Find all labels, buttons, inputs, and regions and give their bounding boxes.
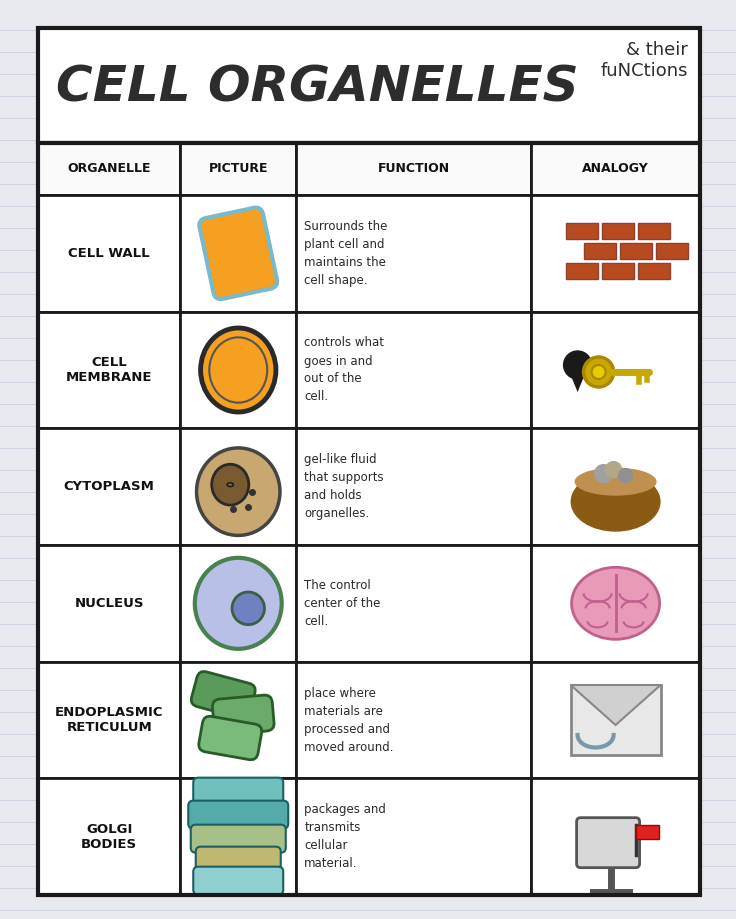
Polygon shape bbox=[570, 685, 661, 725]
FancyBboxPatch shape bbox=[199, 208, 277, 299]
Bar bbox=[296, 662, 531, 778]
Bar bbox=[637, 264, 670, 279]
Bar bbox=[38, 195, 180, 312]
Text: & their
fuNCtions: & their fuNCtions bbox=[601, 40, 688, 80]
Polygon shape bbox=[636, 824, 659, 839]
Bar bbox=[531, 662, 700, 778]
FancyBboxPatch shape bbox=[576, 818, 640, 868]
Bar bbox=[584, 244, 615, 259]
Text: CELL WALL: CELL WALL bbox=[68, 247, 150, 260]
Text: packages and
transmits
cellular
material.: packages and transmits cellular material… bbox=[304, 803, 386, 870]
Bar bbox=[180, 428, 296, 545]
Text: CELL ORGANELLES: CELL ORGANELLES bbox=[56, 63, 578, 112]
Text: place where
materials are
processed and
moved around.: place where materials are processed and … bbox=[304, 686, 394, 754]
Text: PICTURE: PICTURE bbox=[208, 163, 268, 176]
Bar bbox=[656, 244, 687, 259]
Bar bbox=[601, 264, 634, 279]
Ellipse shape bbox=[232, 592, 264, 625]
Text: gel-like fluid
that supports
and holds
organelles.: gel-like fluid that supports and holds o… bbox=[304, 453, 383, 520]
Bar bbox=[38, 428, 180, 545]
Bar bbox=[38, 545, 180, 662]
Text: controls what
goes in and
out of the
cell.: controls what goes in and out of the cel… bbox=[304, 336, 384, 403]
Circle shape bbox=[584, 357, 614, 387]
Ellipse shape bbox=[572, 567, 659, 640]
FancyBboxPatch shape bbox=[188, 800, 289, 829]
Bar bbox=[296, 545, 531, 662]
Bar bbox=[531, 195, 700, 312]
Circle shape bbox=[592, 365, 606, 379]
Bar bbox=[38, 778, 180, 895]
Bar bbox=[296, 312, 531, 428]
Ellipse shape bbox=[570, 471, 661, 532]
Bar bbox=[180, 143, 296, 195]
Circle shape bbox=[595, 465, 612, 482]
Bar bbox=[637, 223, 670, 239]
Text: ENDOPLASMIC
RETICULUM: ENDOPLASMIC RETICULUM bbox=[55, 706, 163, 734]
Text: CYTOPLASM: CYTOPLASM bbox=[64, 480, 155, 494]
Ellipse shape bbox=[197, 448, 280, 536]
Circle shape bbox=[618, 469, 633, 482]
Bar bbox=[180, 662, 296, 778]
Text: The control
center of the
cell.: The control center of the cell. bbox=[304, 579, 381, 628]
Circle shape bbox=[606, 461, 622, 478]
Bar bbox=[38, 312, 180, 428]
FancyBboxPatch shape bbox=[191, 824, 286, 853]
Bar bbox=[296, 428, 531, 545]
FancyBboxPatch shape bbox=[194, 777, 283, 806]
Bar bbox=[38, 143, 180, 195]
Text: FUNCTION: FUNCTION bbox=[378, 163, 450, 176]
Bar bbox=[620, 244, 651, 259]
Bar bbox=[180, 545, 296, 662]
Bar bbox=[565, 264, 598, 279]
Bar bbox=[38, 662, 180, 778]
Ellipse shape bbox=[201, 328, 276, 412]
Bar bbox=[531, 143, 700, 195]
Bar bbox=[531, 778, 700, 895]
Text: ANALOGY: ANALOGY bbox=[582, 163, 649, 176]
FancyBboxPatch shape bbox=[213, 695, 274, 735]
Bar bbox=[296, 143, 531, 195]
Polygon shape bbox=[570, 375, 584, 392]
Circle shape bbox=[564, 351, 592, 379]
Bar bbox=[180, 778, 296, 895]
Bar bbox=[38, 143, 700, 895]
Bar bbox=[531, 545, 700, 662]
Bar bbox=[570, 685, 661, 755]
Bar bbox=[601, 223, 634, 239]
Ellipse shape bbox=[575, 468, 657, 495]
Bar bbox=[180, 195, 296, 312]
Text: ORGANELLE: ORGANELLE bbox=[68, 163, 151, 176]
Ellipse shape bbox=[209, 337, 267, 403]
Bar bbox=[531, 312, 700, 428]
Text: NUCLEUS: NUCLEUS bbox=[74, 596, 144, 610]
Bar bbox=[180, 312, 296, 428]
FancyBboxPatch shape bbox=[191, 672, 255, 719]
Text: CELL
MEMBRANE: CELL MEMBRANE bbox=[66, 356, 152, 384]
FancyBboxPatch shape bbox=[194, 867, 283, 895]
Bar bbox=[565, 223, 598, 239]
Bar bbox=[296, 195, 531, 312]
Bar bbox=[531, 428, 700, 545]
Bar bbox=[38, 28, 700, 143]
FancyBboxPatch shape bbox=[196, 846, 280, 875]
Ellipse shape bbox=[212, 464, 249, 505]
FancyBboxPatch shape bbox=[199, 716, 262, 760]
Text: Surrounds the
plant cell and
maintains the
cell shape.: Surrounds the plant cell and maintains t… bbox=[304, 220, 388, 287]
Ellipse shape bbox=[195, 558, 282, 649]
Bar bbox=[296, 778, 531, 895]
Text: GOLGI
BODIES: GOLGI BODIES bbox=[81, 823, 137, 851]
